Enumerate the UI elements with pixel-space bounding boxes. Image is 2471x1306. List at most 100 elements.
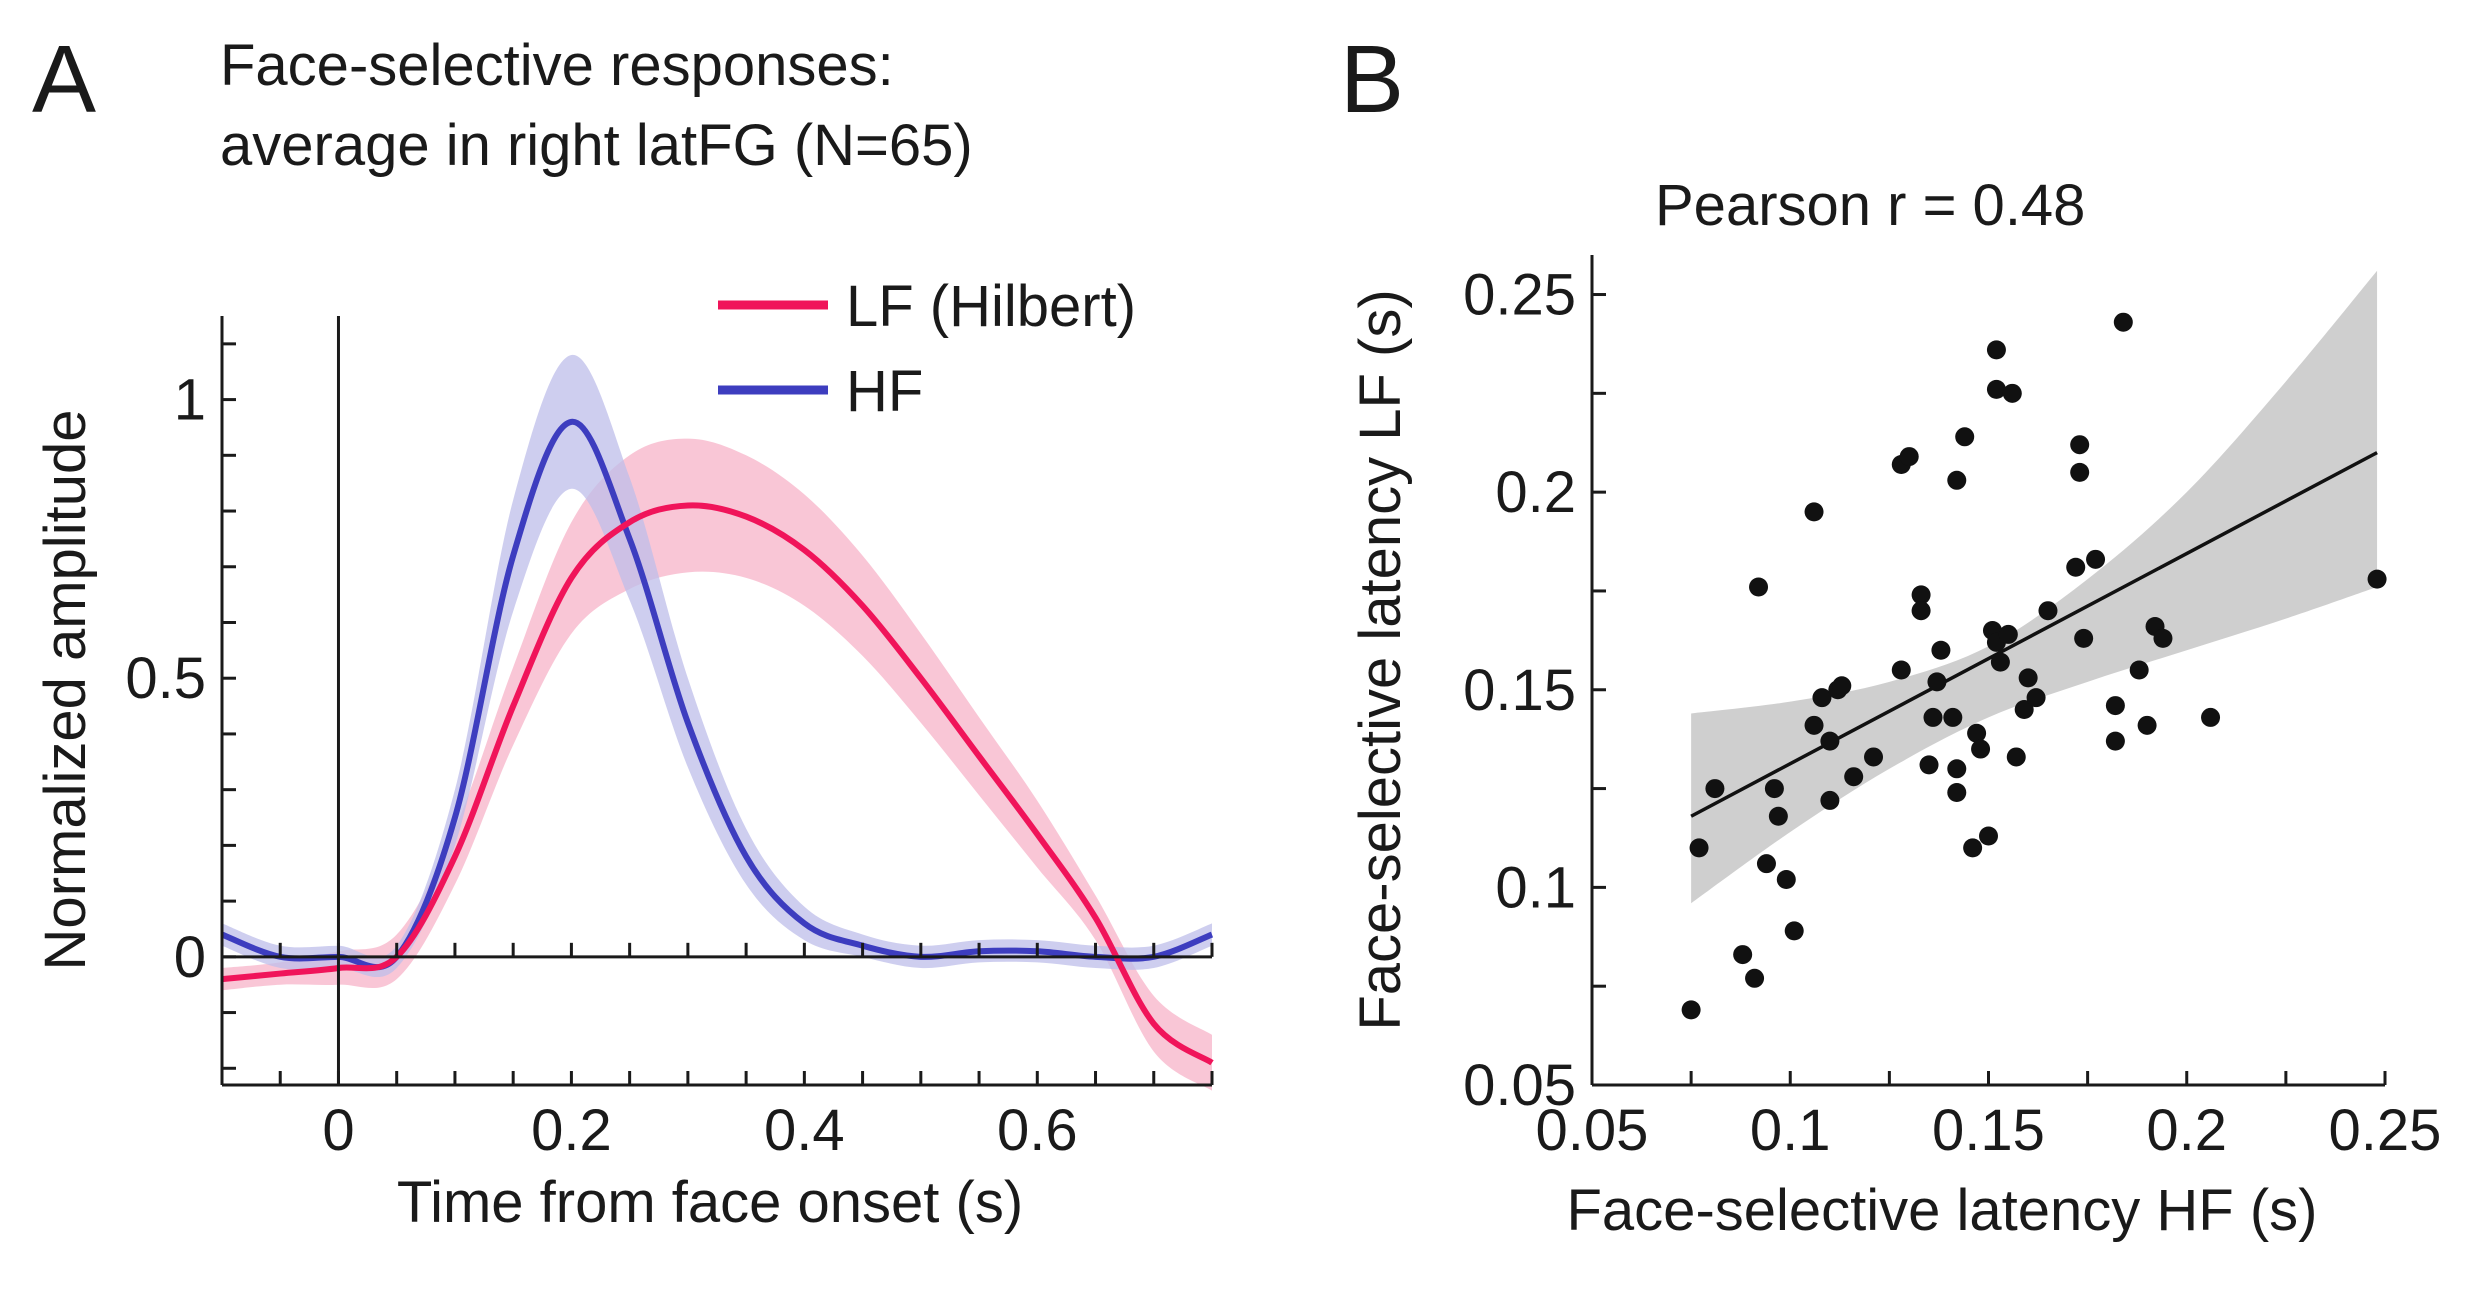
panel-a-axes [220,316,1214,1087]
scatter-point [1820,731,1840,751]
scatter-point [2038,601,2058,621]
regression-line [1690,451,2378,818]
scatter-point [2113,312,2133,332]
scatter-point [1927,672,1947,692]
pearson-annotation: Pearson r = 0.48 [1655,173,2085,238]
x-tick-label: 0.2 [531,1098,612,1163]
scatter-point [2201,707,2221,727]
panel-b-tick-labels: 0.05 0.1 0.15 0.2 0.25 0.05 0.1 0.15 0.2 0.25 [1463,263,2441,1163]
scatter-point [1689,838,1709,858]
confidence-band-area [1691,270,2378,904]
y-tick-label: 0.5 [125,646,206,711]
scatter-point [2086,549,2106,569]
panel-a-x-axis-label: Time from face onset (s) [397,1170,1023,1235]
scatter-point [2105,696,2125,716]
legend-hf-label: HF [846,359,923,424]
scatter-points [1681,312,2387,1020]
y-tick-label: 0.1 [1495,855,1576,920]
scatter-point [1832,676,1852,696]
scatter-point [1812,688,1832,708]
scatter-point [2026,688,2046,708]
panel-b-letter: B [1340,26,1404,133]
x-tick-label: 0.05 [1536,1098,1649,1163]
scatter-point [1768,806,1788,826]
scatter-point [1998,624,2018,644]
panel-a-legend: LF (Hilbert) HF [718,274,1136,424]
scatter-point [1864,747,1884,767]
scatter-point [2153,628,2173,648]
scatter-point [1911,585,1931,605]
panel-a: A Face-selective responses: average in r… [32,26,1214,1235]
scatter-point [1947,759,1967,779]
scatter-point [2074,628,2094,648]
scatter-point [2129,660,2149,680]
x-tick-label: 0.2 [2146,1098,2227,1163]
scatter-point [2137,715,2157,735]
scatter-point [1955,427,1975,447]
y-tick-label: 0.05 [1463,1053,1576,1118]
scatter-point [2002,383,2022,403]
scatter-point [2105,731,2125,751]
panel-b-x-axis-label: Face-selective latency HF (s) [1567,1178,2318,1243]
scatter-point [1733,945,1753,965]
scatter-point [1844,767,1864,787]
scatter-point [1705,779,1725,799]
x-tick-label: 0.6 [997,1098,1078,1163]
scatter-point [1931,640,1951,660]
panel-b: B Pearson r = 0.48 0.05 0.1 0.15 0.2 0.250.0… [1340,26,2441,1243]
y-tick-label: 0 [174,925,206,990]
scatter-point [2006,747,2026,767]
scatter-point [1947,470,1967,490]
scatter-point [1804,715,1824,735]
x-tick-label: 0.25 [2329,1098,2442,1163]
scatter-point [1776,869,1796,889]
x-tick-label: 0 [322,1098,354,1163]
scatter-point [1967,723,1987,743]
panel-a-title-line-2: average in right latFG (N=65) [220,113,973,178]
y-tick-label: 0.2 [1495,460,1576,525]
confidence-band [1691,270,2378,904]
panel-a-y-axis-label: Normalized amplitude [33,410,98,971]
scatter-point [2367,569,2387,589]
scatter-point [1745,968,1765,988]
scatter-point [1756,854,1776,874]
y-tick-label: 0.25 [1463,263,1576,328]
scatter-point [1911,601,1931,621]
scatter-point [2070,462,2090,482]
scatter-point [1986,340,2006,360]
scatter-point [1681,1000,1701,1020]
scatter-point [1979,826,1998,846]
scatter-point [1764,779,1784,799]
scatter-point [1963,838,1983,858]
error-band-lf [222,438,1212,1091]
scatter-point [1784,921,1804,941]
panel-b-y-axis-label: Face-selective latency LF (s) [1348,289,1413,1030]
scatter-point [1919,755,1939,775]
scatter-point [2066,557,2086,577]
y-tick-label: 1 [174,368,206,433]
x-tick-label: 0.15 [1932,1098,2045,1163]
panel-a-title-line-1: Face-selective responses: [220,33,894,98]
fit-line [1690,451,2378,818]
scatter-point [1804,502,1824,522]
scatter-point [1891,660,1911,680]
scatter-point [1820,790,1840,810]
legend-lf-label: LF (Hilbert) [846,274,1136,339]
scatter-point [2014,700,2034,720]
scatter-point [1971,739,1991,759]
scatter-point [2018,668,2038,688]
scatter-point [2070,435,2090,455]
scatter-point [1986,379,2006,399]
scatter-point [1923,707,1943,727]
panel-a-tick-labels: 0 0.2 0.4 0.6 0 0.5 1 [125,368,1077,1163]
scatter-point [1943,707,1963,727]
scatter-point [1990,652,2010,672]
panel-a-error-bands [222,354,1212,1091]
x-tick-label: 0.1 [1750,1098,1831,1163]
scatter-point [1947,783,1967,803]
y-tick-label: 0.15 [1463,658,1576,723]
panel-a-series-lines [220,418,1214,1066]
panel-b-axes [1590,255,2387,1087]
panel-a-letter: A [32,26,96,133]
